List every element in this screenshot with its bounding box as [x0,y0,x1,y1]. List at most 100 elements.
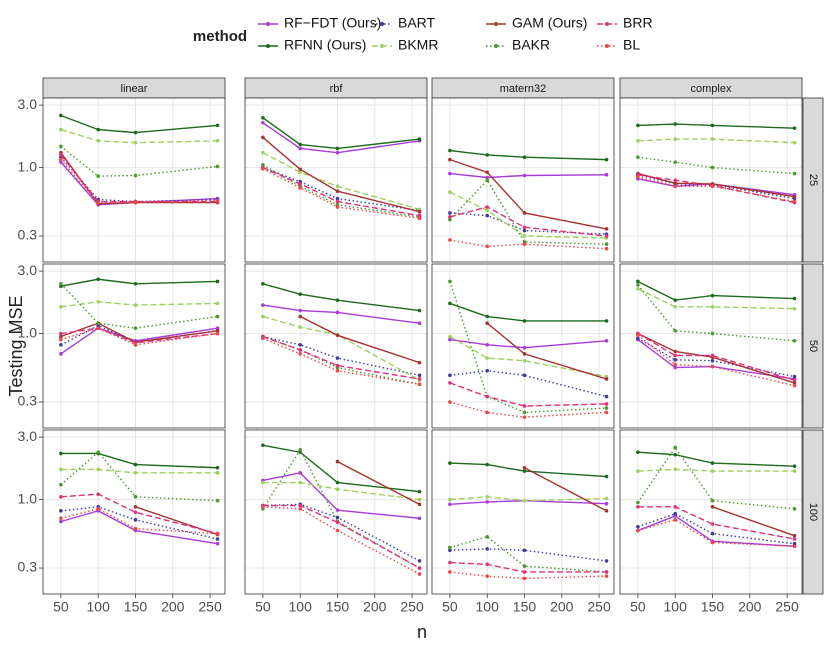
line [262,472,420,519]
point [335,356,340,360]
point [298,146,302,151]
point [485,170,489,175]
point [522,319,527,323]
point [522,234,527,238]
point [298,325,302,329]
point [485,410,489,415]
point [710,305,715,309]
point [604,509,609,513]
panel [620,264,802,428]
point [710,331,715,336]
x-tick-label: 50 [255,599,271,615]
point [604,157,609,162]
point [636,123,640,128]
point [673,365,677,370]
point [133,343,138,347]
panel-border [619,429,803,595]
line [337,460,420,505]
point [448,211,452,215]
point [636,139,640,143]
line [60,322,218,343]
point [215,541,220,546]
point [59,519,63,524]
point [522,173,527,178]
x-tick-label: 100 [476,599,500,615]
legend-label: BKMR [398,37,438,53]
point [522,548,527,553]
point [335,146,340,151]
y-tick-label: 1.0 [18,324,38,340]
point [448,148,452,153]
point [448,301,452,306]
point [792,171,797,176]
y-tick-label: 0.3 [18,393,38,409]
line [60,506,218,540]
point [448,190,452,194]
x-tick-label: 150 [513,599,537,615]
y-tick-label: 0.3 [18,227,38,243]
legend-marker [494,44,498,48]
point [133,140,138,145]
point [261,116,265,120]
point [59,331,63,336]
point [636,286,640,291]
point [485,175,489,180]
point [673,467,677,472]
point [792,339,797,343]
point [335,487,340,492]
point [485,153,489,157]
point [417,373,422,378]
point [335,196,340,201]
line [637,178,795,196]
point [448,157,452,162]
point [636,528,640,533]
line [60,301,218,308]
point [604,496,609,501]
point [261,150,265,155]
line [449,338,607,349]
line [449,561,607,573]
point [133,518,138,522]
line [637,156,795,175]
point [335,150,340,155]
point [485,534,489,539]
point [710,137,715,141]
point [335,368,340,373]
point [636,333,640,338]
point [215,301,220,306]
point [522,465,527,470]
point [417,489,422,494]
point [522,576,527,581]
point [792,126,797,130]
line [449,206,607,237]
line [449,500,607,506]
point [673,452,677,457]
line [60,510,218,545]
x-tick-label: 200 [161,599,185,615]
line [60,451,218,502]
y-tick-label: 1.0 [18,490,38,506]
point [485,208,489,213]
panel [245,430,427,594]
point [298,343,302,347]
point [485,356,489,360]
point [522,469,527,473]
point [604,227,609,231]
x-tick-label: 50 [442,599,458,615]
line [449,370,607,398]
point [604,574,609,578]
point [417,360,422,365]
legend-marker [494,22,498,26]
point [133,326,138,330]
y-tick-label: 0.3 [18,559,38,575]
line [262,122,420,154]
point [673,511,677,516]
point [710,358,715,363]
point [335,480,340,485]
point [710,165,715,170]
legend-marker [266,22,270,26]
point [448,215,452,219]
point [335,298,340,302]
panel-border [619,97,803,263]
point [335,363,340,368]
